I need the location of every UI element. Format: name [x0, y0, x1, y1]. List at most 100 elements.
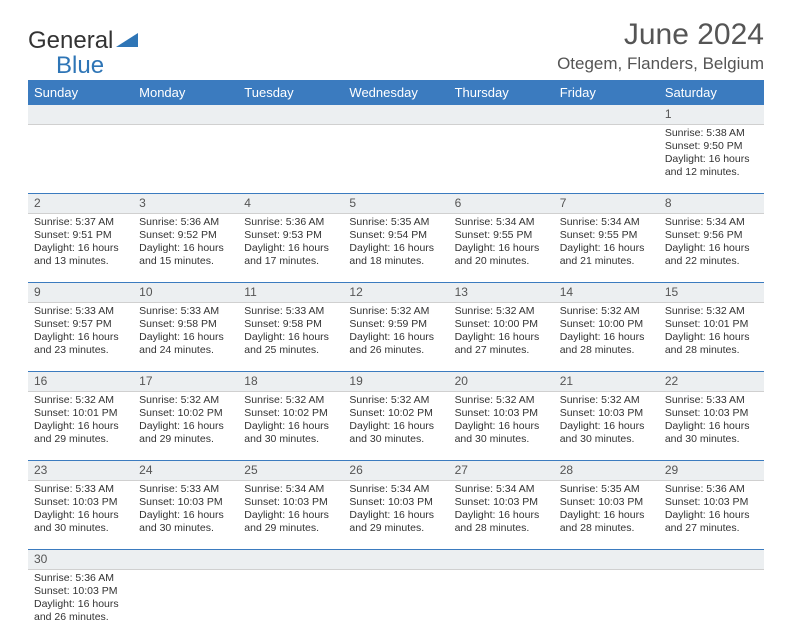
- day-content-cell: [133, 125, 238, 194]
- day-content-cell: Sunrise: 5:33 AMSunset: 10:03 PMDaylight…: [28, 481, 133, 550]
- sunset-line: Sunset: 9:54 PM: [349, 229, 442, 242]
- sunrise-line: Sunrise: 5:32 AM: [455, 394, 548, 407]
- daylight-line: Daylight: 16 hours and 26 minutes.: [349, 331, 442, 357]
- day-content-cell: Sunrise: 5:32 AMSunset: 10:02 PMDaylight…: [238, 392, 343, 461]
- day-number-cell: 6: [449, 194, 554, 214]
- daylight-line: Daylight: 16 hours and 20 minutes.: [455, 242, 548, 268]
- day-number-cell: 24: [133, 461, 238, 481]
- day-number-cell: 17: [133, 372, 238, 392]
- day-number-cell: 16: [28, 372, 133, 392]
- daylight-line: Daylight: 16 hours and 21 minutes.: [560, 242, 653, 268]
- logo-text-1: General: [28, 27, 113, 55]
- sunrise-line: Sunrise: 5:34 AM: [455, 483, 548, 496]
- month-title: June 2024: [557, 18, 764, 52]
- day-content-row: Sunrise: 5:33 AMSunset: 9:57 PMDaylight:…: [28, 303, 764, 372]
- sunset-line: Sunset: 9:50 PM: [665, 140, 758, 153]
- day-content-cell: Sunrise: 5:38 AMSunset: 9:50 PMDaylight:…: [659, 125, 764, 194]
- day-number-cell: [238, 550, 343, 570]
- sunset-line: Sunset: 10:03 PM: [34, 585, 127, 598]
- sunset-line: Sunset: 10:02 PM: [139, 407, 232, 420]
- weekday-header: Tuesday: [238, 80, 343, 105]
- day-content-cell: Sunrise: 5:32 AMSunset: 10:02 PMDaylight…: [133, 392, 238, 461]
- sunset-line: Sunset: 10:01 PM: [34, 407, 127, 420]
- sunrise-line: Sunrise: 5:37 AM: [34, 216, 127, 229]
- weekday-header: Saturday: [659, 80, 764, 105]
- daylight-line: Daylight: 16 hours and 28 minutes.: [560, 331, 653, 357]
- day-number-cell: 11: [238, 283, 343, 303]
- sunrise-line: Sunrise: 5:34 AM: [455, 216, 548, 229]
- day-content-cell: [238, 570, 343, 639]
- day-number-cell: 12: [343, 283, 448, 303]
- daylight-line: Daylight: 16 hours and 27 minutes.: [455, 331, 548, 357]
- day-content-cell: Sunrise: 5:32 AMSunset: 10:03 PMDaylight…: [449, 392, 554, 461]
- sunset-line: Sunset: 9:56 PM: [665, 229, 758, 242]
- sunrise-line: Sunrise: 5:32 AM: [349, 305, 442, 318]
- logo-triangle-icon: [116, 26, 138, 54]
- sunrise-line: Sunrise: 5:32 AM: [349, 394, 442, 407]
- day-number-cell: [659, 550, 764, 570]
- day-number-cell: 8: [659, 194, 764, 214]
- day-content-cell: Sunrise: 5:32 AMSunset: 10:00 PMDaylight…: [554, 303, 659, 372]
- calendar-table: Sunday Monday Tuesday Wednesday Thursday…: [28, 80, 764, 639]
- daylight-line: Daylight: 16 hours and 25 minutes.: [244, 331, 337, 357]
- day-content-cell: [659, 570, 764, 639]
- day-content-cell: [28, 125, 133, 194]
- day-content-cell: Sunrise: 5:34 AMSunset: 10:03 PMDaylight…: [449, 481, 554, 550]
- day-content-cell: [238, 125, 343, 194]
- weekday-header: Wednesday: [343, 80, 448, 105]
- daylight-line: Daylight: 16 hours and 29 minutes.: [349, 509, 442, 535]
- day-content-cell: Sunrise: 5:35 AMSunset: 9:54 PMDaylight:…: [343, 214, 448, 283]
- sunrise-line: Sunrise: 5:36 AM: [244, 216, 337, 229]
- sunrise-line: Sunrise: 5:34 AM: [244, 483, 337, 496]
- sunrise-line: Sunrise: 5:36 AM: [139, 216, 232, 229]
- daylight-line: Daylight: 16 hours and 24 minutes.: [139, 331, 232, 357]
- daylight-line: Daylight: 16 hours and 29 minutes.: [34, 420, 127, 446]
- day-content-cell: [554, 125, 659, 194]
- day-number-cell: 15: [659, 283, 764, 303]
- sunrise-line: Sunrise: 5:32 AM: [244, 394, 337, 407]
- sunset-line: Sunset: 10:02 PM: [244, 407, 337, 420]
- day-number-cell: 19: [343, 372, 448, 392]
- sunrise-line: Sunrise: 5:36 AM: [34, 572, 127, 585]
- daylight-line: Daylight: 16 hours and 23 minutes.: [34, 331, 127, 357]
- sunrise-line: Sunrise: 5:33 AM: [139, 483, 232, 496]
- day-number-cell: 25: [238, 461, 343, 481]
- daylight-line: Daylight: 16 hours and 15 minutes.: [139, 242, 232, 268]
- sunrise-line: Sunrise: 5:32 AM: [34, 394, 127, 407]
- sunrise-line: Sunrise: 5:33 AM: [34, 305, 127, 318]
- sunrise-line: Sunrise: 5:34 AM: [560, 216, 653, 229]
- day-number-cell: 5: [343, 194, 448, 214]
- daylight-line: Daylight: 16 hours and 17 minutes.: [244, 242, 337, 268]
- sunrise-line: Sunrise: 5:36 AM: [665, 483, 758, 496]
- sunrise-line: Sunrise: 5:35 AM: [349, 216, 442, 229]
- day-number-cell: 22: [659, 372, 764, 392]
- sunrise-line: Sunrise: 5:34 AM: [665, 216, 758, 229]
- day-number-row: 23242526272829: [28, 461, 764, 481]
- sunrise-line: Sunrise: 5:33 AM: [139, 305, 232, 318]
- sunset-line: Sunset: 10:03 PM: [139, 496, 232, 509]
- day-number-row: 1: [28, 105, 764, 125]
- day-number-cell: [28, 105, 133, 125]
- day-number-cell: 14: [554, 283, 659, 303]
- daylight-line: Daylight: 16 hours and 12 minutes.: [665, 153, 758, 179]
- sunset-line: Sunset: 10:03 PM: [560, 407, 653, 420]
- day-number-cell: [133, 550, 238, 570]
- day-content-cell: Sunrise: 5:33 AMSunset: 10:03 PMDaylight…: [659, 392, 764, 461]
- sunrise-line: Sunrise: 5:32 AM: [665, 305, 758, 318]
- day-number-cell: 9: [28, 283, 133, 303]
- location: Otegem, Flanders, Belgium: [557, 54, 764, 74]
- weekday-header-row: Sunday Monday Tuesday Wednesday Thursday…: [28, 80, 764, 105]
- day-content-cell: Sunrise: 5:32 AMSunset: 9:59 PMDaylight:…: [343, 303, 448, 372]
- day-number-cell: 21: [554, 372, 659, 392]
- daylight-line: Daylight: 16 hours and 18 minutes.: [349, 242, 442, 268]
- daylight-line: Daylight: 16 hours and 30 minutes.: [665, 420, 758, 446]
- day-number-cell: [554, 105, 659, 125]
- daylight-line: Daylight: 16 hours and 29 minutes.: [139, 420, 232, 446]
- sunset-line: Sunset: 10:03 PM: [34, 496, 127, 509]
- day-number-cell: 26: [343, 461, 448, 481]
- day-number-cell: 7: [554, 194, 659, 214]
- day-content-cell: Sunrise: 5:33 AMSunset: 9:58 PMDaylight:…: [133, 303, 238, 372]
- day-content-cell: Sunrise: 5:32 AMSunset: 10:02 PMDaylight…: [343, 392, 448, 461]
- day-number-cell: 29: [659, 461, 764, 481]
- sunrise-line: Sunrise: 5:32 AM: [455, 305, 548, 318]
